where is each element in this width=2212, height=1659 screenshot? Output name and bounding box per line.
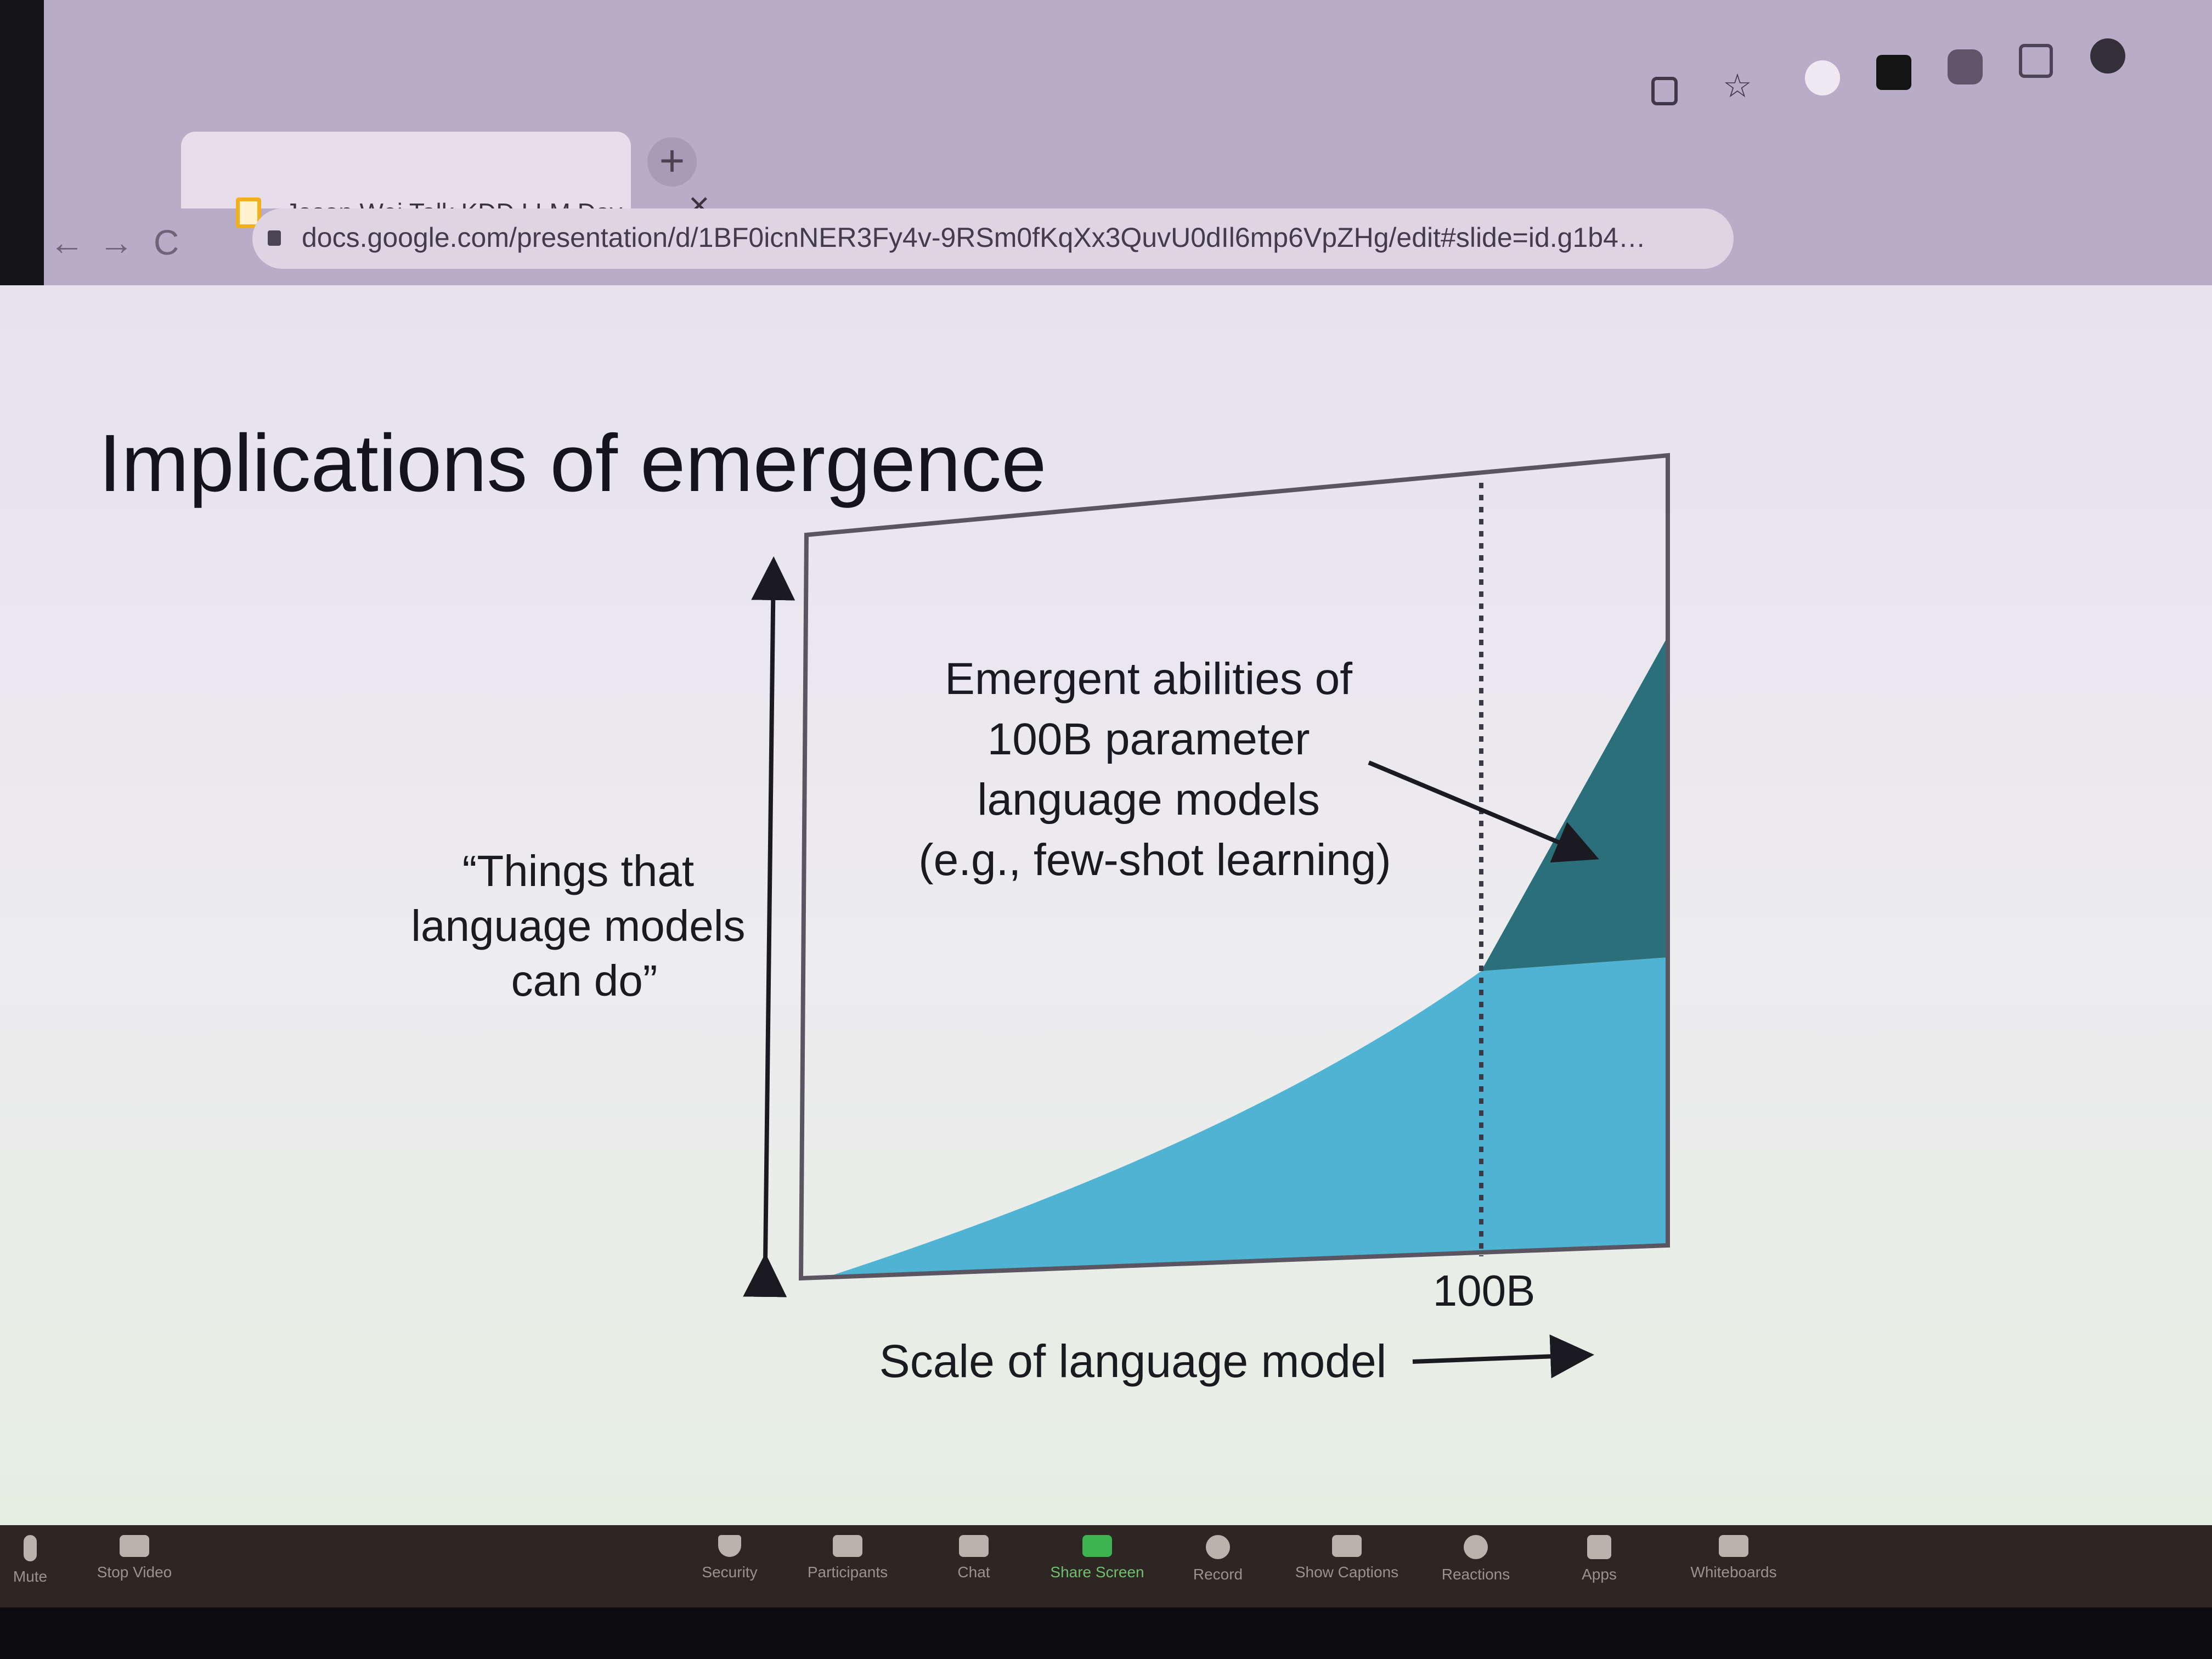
annotation-line-4: (e.g., few-shot learning) — [918, 835, 1391, 885]
share-screen-button[interactable]: Share Screen — [1034, 1535, 1160, 1581]
y-axis-label-line-3: can do” — [511, 956, 658, 1005]
browser-chrome: Jason Wei Talk KDD LLM Day × + ← → C doc… — [44, 0, 2212, 285]
y-axis-label-line-2: language models — [411, 901, 745, 950]
share-icon[interactable] — [1651, 77, 1678, 105]
threshold-label: 100B — [1433, 1266, 1536, 1315]
show-captions-button[interactable]: Show Captions — [1284, 1535, 1410, 1581]
screen-bezel — [0, 1607, 2212, 1659]
puzzle-extension-icon[interactable] — [1948, 49, 1983, 84]
whiteboards-button[interactable]: Whiteboards — [1671, 1535, 1797, 1581]
annotation-arrow — [1368, 760, 1599, 863]
address-bar[interactable]: docs.google.com/presentation/d/1BF0icnNE… — [252, 208, 1734, 269]
video-camera-icon — [120, 1535, 149, 1557]
chart-frame — [798, 453, 1670, 1281]
record-icon — [1206, 1535, 1230, 1559]
show-captions-label: Show Captions — [1295, 1564, 1399, 1581]
emergent-abilities-area — [1481, 636, 1668, 971]
slide-canvas: Implications of emergence “Things that l… — [0, 285, 2212, 1525]
emergent-annotation: Emergent abilities of 100B parameter lan… — [918, 654, 1391, 885]
slides-favicon-icon — [236, 198, 261, 228]
participants-icon — [833, 1535, 862, 1557]
base-capability-area — [823, 957, 1668, 1278]
mute-button[interactable]: Mute — [0, 1535, 93, 1585]
chat-button[interactable]: Chat — [911, 1535, 1037, 1581]
stop-video-label: Stop Video — [97, 1564, 172, 1581]
emergence-diagram: “Things that language models can do” Eme… — [411, 453, 1670, 1387]
meeting-toolbar: Mute Stop Video Security Participants Ch… — [0, 1525, 2212, 1607]
g-extension-icon[interactable] — [1805, 60, 1840, 95]
annotation-line-3: language models — [977, 775, 1320, 825]
chat-label: Chat — [957, 1564, 990, 1581]
lock-icon[interactable] — [268, 230, 281, 246]
annotation-line-2: 100B parameter — [988, 714, 1310, 764]
record-button[interactable]: Record — [1155, 1535, 1281, 1583]
reactions-label: Reactions — [1441, 1566, 1510, 1583]
whiteboards-label: Whiteboards — [1690, 1564, 1777, 1581]
profile-icon[interactable] — [2090, 38, 2125, 74]
url-text[interactable]: docs.google.com/presentation/d/1BF0icnNE… — [302, 222, 1646, 253]
reactions-button[interactable]: Reactions — [1413, 1535, 1539, 1583]
share-screen-label: Share Screen — [1050, 1564, 1144, 1581]
security-button[interactable]: Security — [667, 1535, 793, 1581]
play-extension-icon[interactable] — [1876, 55, 1911, 90]
whiteboard-icon — [1719, 1535, 1748, 1557]
y-axis-arrow — [743, 556, 795, 1297]
apps-icon — [1587, 1535, 1611, 1559]
browser-tab[interactable]: Jason Wei Talk KDD LLM Day × — [181, 132, 710, 228]
new-tab-button[interactable]: + — [647, 137, 697, 187]
stop-video-button[interactable]: Stop Video — [71, 1535, 198, 1581]
forward-button[interactable]: → — [99, 223, 134, 262]
y-axis-label: “Things that language models can do” — [411, 847, 758, 1005]
apps-label: Apps — [1582, 1566, 1617, 1583]
participants-label: Participants — [807, 1564, 888, 1581]
y-axis-label-line-1: “Things that — [462, 847, 694, 895]
captions-icon — [1332, 1535, 1362, 1557]
shield-icon — [718, 1535, 741, 1557]
participants-button[interactable]: Participants — [785, 1535, 911, 1581]
x-axis-label: Scale of language model — [879, 1335, 1387, 1387]
sidebar-icon[interactable] — [2019, 44, 2053, 78]
star-icon[interactable]: ☆ — [1723, 67, 1752, 104]
security-label: Security — [702, 1564, 758, 1581]
record-label: Record — [1193, 1566, 1243, 1583]
reactions-icon — [1464, 1535, 1488, 1559]
microphone-icon — [24, 1535, 37, 1561]
share-screen-icon — [1082, 1535, 1112, 1557]
reload-button[interactable]: C — [154, 223, 179, 262]
back-button[interactable]: ← — [49, 223, 84, 262]
chat-icon — [959, 1535, 989, 1557]
apps-button[interactable]: Apps — [1536, 1535, 1662, 1583]
slide-title: Implications of emergence — [99, 418, 1047, 509]
x-axis-arrow — [1412, 1334, 1594, 1379]
annotation-line-1: Emergent abilities of — [945, 654, 1352, 704]
mute-label: Mute — [13, 1568, 48, 1585]
